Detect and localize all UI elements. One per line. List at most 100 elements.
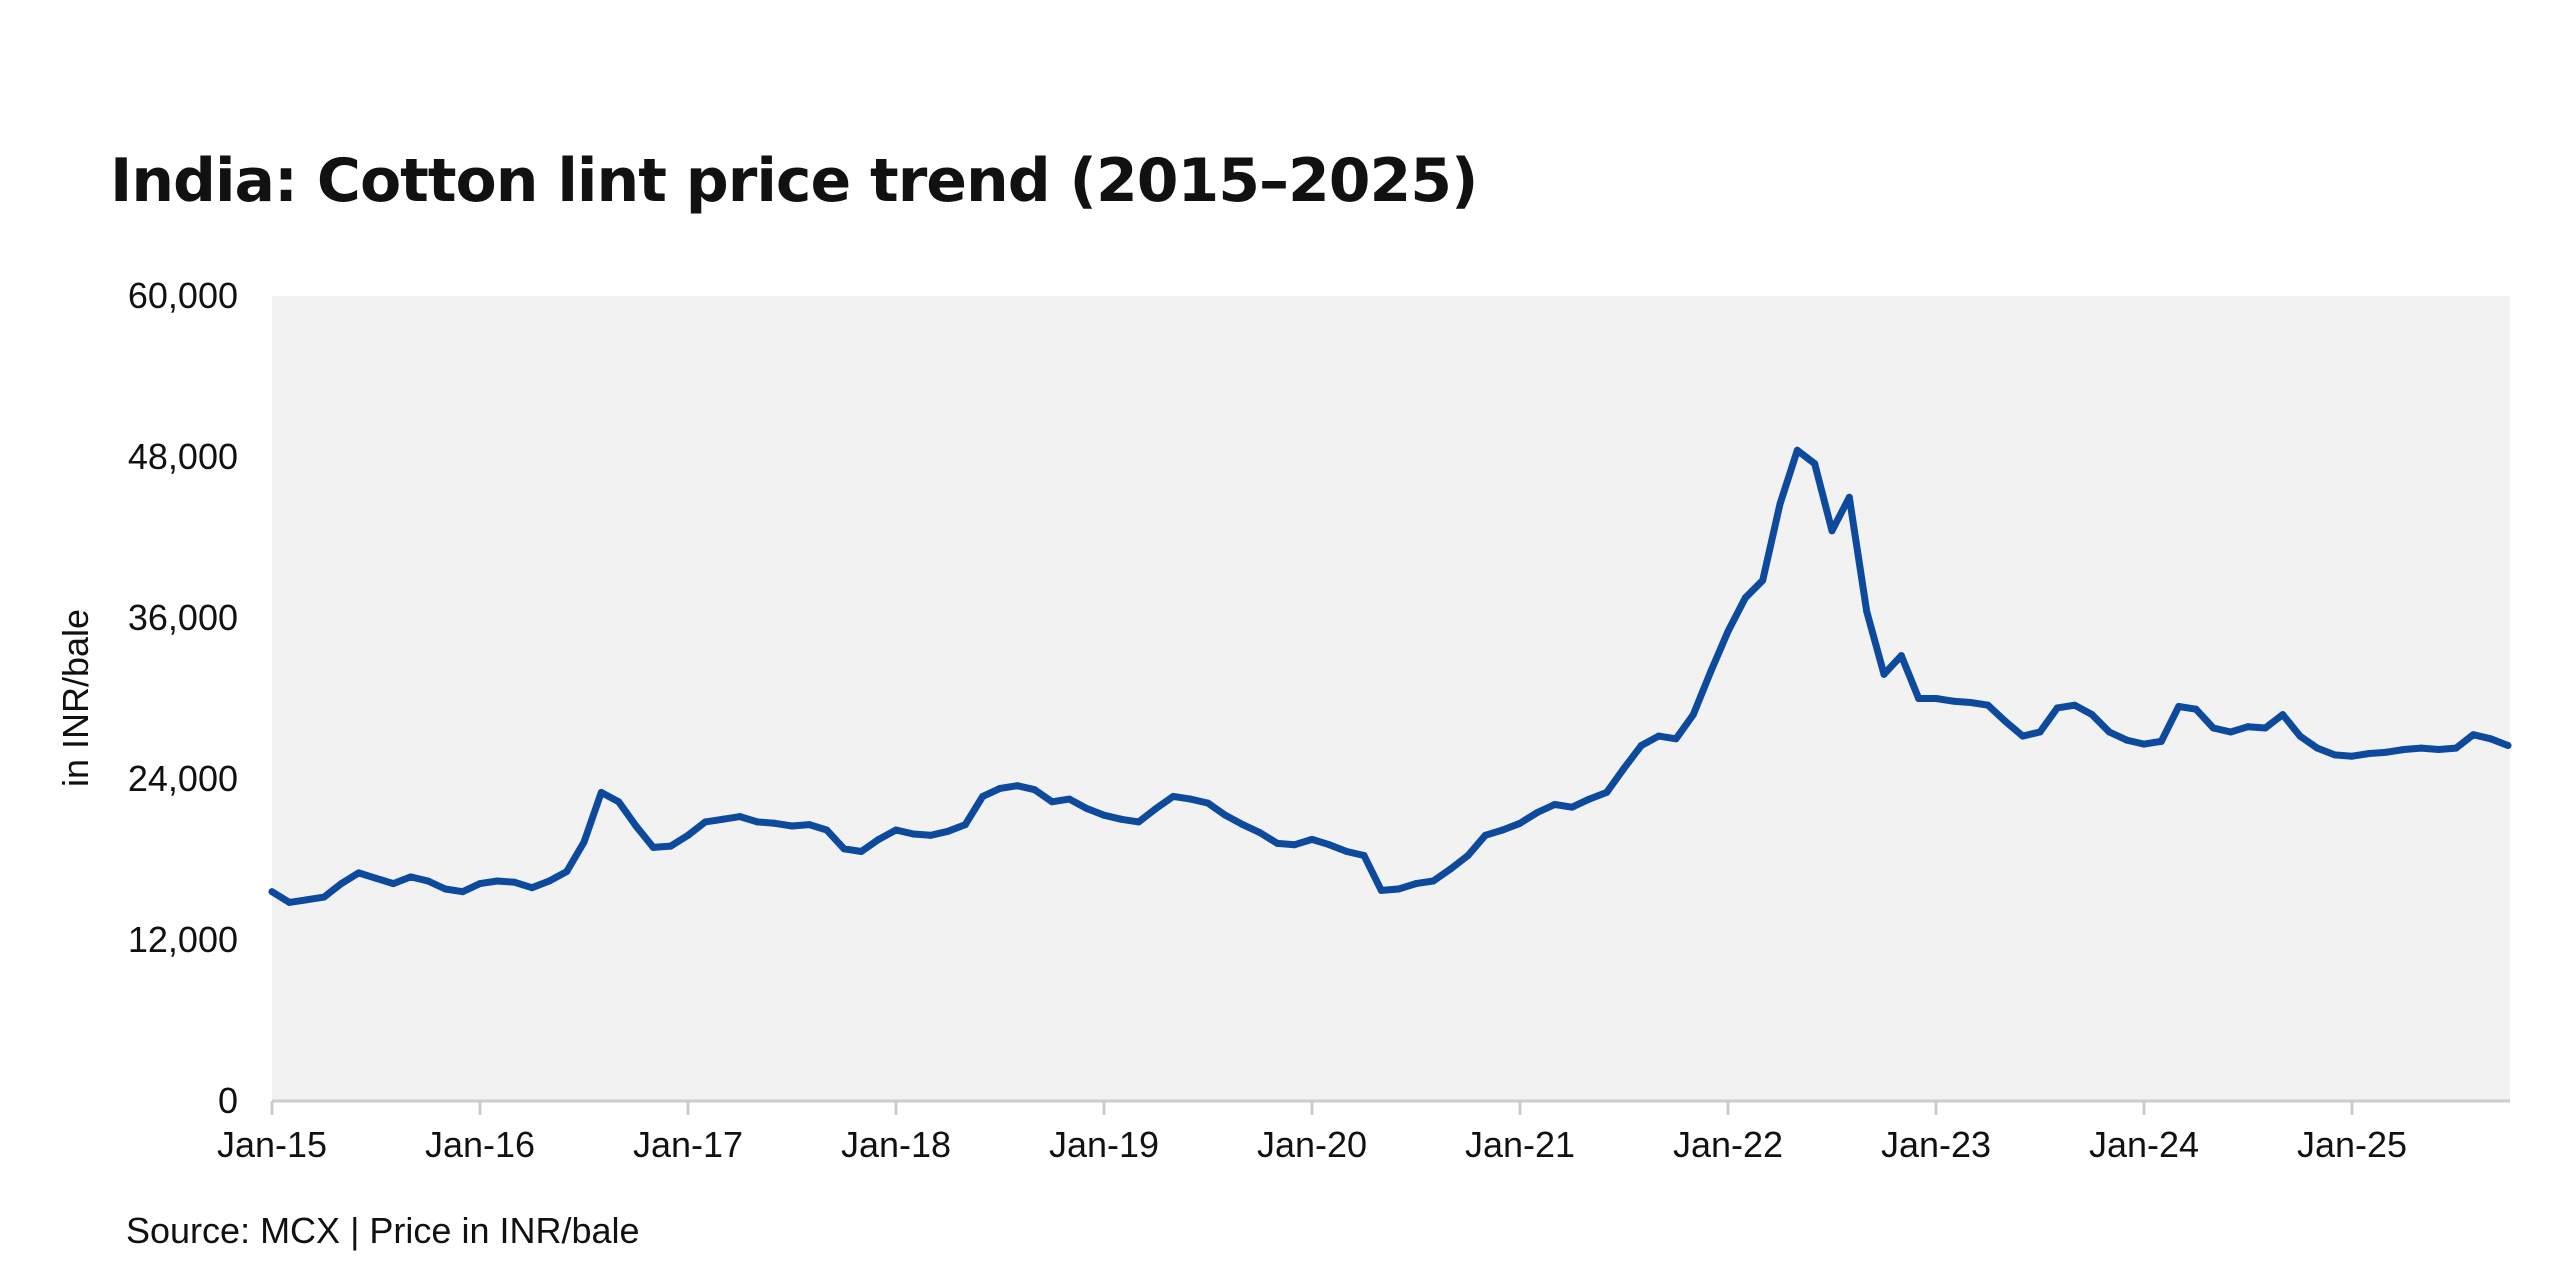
data-point	[1308, 835, 1316, 843]
x-tick-label: Jan-19	[1049, 1124, 1159, 1165]
data-point	[1083, 805, 1091, 813]
data-point	[2279, 711, 2287, 719]
data-point	[1551, 800, 1559, 808]
data-point	[667, 842, 675, 850]
y-tick-label: 0	[218, 1080, 238, 1121]
data-point	[1984, 701, 1992, 709]
data-point	[580, 838, 588, 846]
data-point	[927, 831, 935, 839]
data-point	[1221, 811, 1229, 819]
data-point	[1031, 786, 1039, 794]
data-point	[1759, 576, 1767, 584]
data-point	[892, 826, 900, 834]
y-tick-label: 24,000	[128, 758, 238, 799]
data-point	[1568, 803, 1576, 811]
data-point	[840, 845, 848, 853]
data-point	[961, 821, 969, 829]
y-axis: 0 12,000 24,000 36,000 48,000 60,000	[128, 275, 238, 1121]
data-point	[355, 869, 363, 877]
data-point	[1187, 795, 1195, 803]
data-point	[1793, 446, 1801, 454]
data-point	[2487, 735, 2495, 743]
x-axis: Jan-15 Jan-16 Jan-17 Jan-18 Jan-19 Jan-20 Jan-…	[217, 1101, 2407, 1165]
data-point	[2053, 704, 2061, 712]
y-tick-label: 12,000	[128, 919, 238, 960]
data-point	[1863, 607, 1871, 615]
data-point	[1828, 527, 1836, 535]
data-point	[1429, 877, 1437, 885]
data-point	[2261, 724, 2269, 732]
x-tick-label: Jan-20	[1257, 1124, 1367, 1165]
data-point	[1048, 798, 1056, 806]
plot-area	[272, 296, 2510, 1101]
data-point	[701, 818, 709, 826]
data-point	[459, 888, 467, 896]
data-point	[1412, 880, 1420, 888]
data-point	[1481, 831, 1489, 839]
data-point	[1169, 792, 1177, 800]
data-point	[1291, 841, 1299, 849]
data-point	[1880, 670, 1888, 678]
data-point	[1811, 460, 1819, 468]
data-point	[632, 822, 640, 830]
data-point	[615, 798, 623, 806]
y-tick-label: 48,000	[128, 436, 238, 477]
data-point	[303, 896, 311, 904]
data-point	[1724, 627, 1732, 635]
data-point	[2504, 741, 2512, 749]
x-tick-label: Jan-18	[841, 1124, 951, 1165]
x-tick-label: Jan-21	[1465, 1124, 1575, 1165]
data-point	[2036, 728, 2044, 736]
data-point	[1135, 818, 1143, 826]
x-tick-label: Jan-16	[425, 1124, 535, 1165]
data-point	[1395, 885, 1403, 893]
data-point	[1117, 815, 1125, 823]
data-point	[857, 847, 865, 855]
data-point	[2348, 752, 2356, 760]
data-point	[563, 868, 571, 876]
data-point	[771, 819, 779, 827]
data-point	[2469, 731, 2477, 739]
x-tick-label: Jan-15	[217, 1124, 327, 1165]
data-point	[649, 843, 657, 851]
x-tick-label: Jan-25	[2297, 1124, 2407, 1165]
data-point	[684, 831, 692, 839]
data-point	[2140, 740, 2148, 748]
data-point	[2313, 744, 2321, 752]
data-point	[337, 880, 345, 888]
data-point	[1100, 811, 1108, 819]
data-point	[996, 784, 1004, 792]
data-point	[1447, 865, 1455, 873]
data-point	[2383, 748, 2391, 756]
data-point	[2157, 737, 2165, 745]
y-tick-label: 36,000	[128, 597, 238, 638]
data-point	[1239, 821, 1247, 829]
data-point	[1256, 829, 1264, 837]
data-point	[372, 874, 380, 882]
data-point	[1949, 697, 1957, 705]
data-point	[1377, 886, 1385, 894]
data-point	[2452, 744, 2460, 752]
chart-source: Source: MCX | Price in INR/bale	[126, 1210, 640, 1251]
data-point	[285, 898, 293, 906]
data-point	[2175, 703, 2183, 711]
data-point	[2019, 732, 2027, 740]
data-point	[1152, 805, 1160, 813]
data-point	[1967, 699, 1975, 707]
data-point	[2331, 751, 2339, 759]
data-point	[1516, 819, 1524, 827]
data-point	[1776, 500, 1784, 508]
data-point	[1603, 788, 1611, 796]
data-point	[2400, 745, 2408, 753]
data-point	[1741, 594, 1749, 602]
y-axis-title: in INR/bale	[55, 609, 96, 787]
x-tick-label: Jan-23	[1881, 1124, 1991, 1165]
data-point	[1360, 851, 1368, 859]
data-point	[2365, 750, 2373, 758]
data-point	[1533, 809, 1541, 817]
data-point	[1585, 795, 1593, 803]
data-point	[511, 878, 519, 886]
data-point	[2105, 728, 2113, 736]
data-point	[1065, 795, 1073, 803]
